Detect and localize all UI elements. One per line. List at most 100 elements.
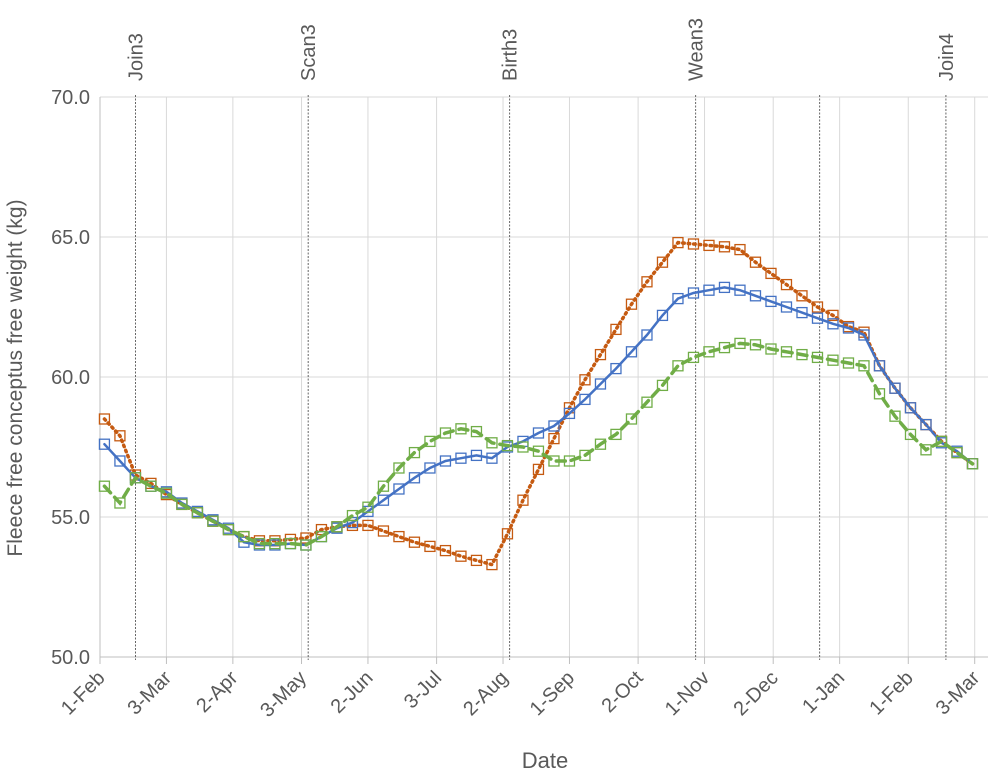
marker-box — [517, 494, 529, 506]
marker — [594, 378, 607, 390]
marker-box — [811, 351, 824, 364]
marker — [842, 322, 855, 334]
marker — [734, 284, 746, 296]
marker — [191, 507, 204, 519]
marker-box — [703, 346, 715, 358]
marker — [765, 343, 777, 355]
marker — [703, 346, 715, 358]
marker-box — [424, 435, 436, 448]
marker — [734, 243, 746, 256]
marker-box — [362, 519, 374, 532]
marker — [548, 420, 560, 432]
marker — [424, 540, 436, 553]
marker-box — [625, 413, 638, 425]
x-tick-label: 1-Feb — [57, 667, 110, 720]
marker-box — [470, 554, 483, 567]
marker — [780, 278, 793, 291]
marker-box — [439, 544, 452, 557]
marker-box — [749, 256, 762, 268]
marker-box — [951, 446, 963, 459]
marker-box — [610, 428, 622, 441]
marker — [579, 393, 591, 406]
marker-box — [827, 309, 839, 322]
marker — [858, 329, 870, 341]
marker — [920, 418, 932, 431]
marker-box — [486, 452, 498, 464]
marker — [129, 472, 142, 484]
marker-box — [408, 472, 421, 484]
marker-box — [920, 418, 932, 431]
marker — [873, 360, 886, 372]
marker-box — [734, 337, 746, 350]
marker-box — [455, 452, 467, 464]
x-axis-title: Date — [522, 748, 568, 773]
marker-box — [331, 521, 343, 533]
marker-box — [796, 290, 808, 302]
marker — [656, 379, 669, 392]
marker-box — [191, 507, 204, 519]
x-tick-label: 1-Jan — [798, 667, 849, 718]
marker — [780, 301, 793, 313]
marker — [796, 306, 808, 319]
marker-box — [408, 536, 421, 548]
event-label: Join4 — [936, 33, 958, 81]
marker — [424, 435, 436, 448]
marker — [563, 455, 576, 467]
marker-box — [734, 284, 746, 296]
marker-box — [548, 420, 560, 432]
marker — [687, 287, 700, 299]
marker-box — [656, 256, 669, 268]
marker — [749, 339, 762, 351]
marker-box — [393, 483, 405, 495]
marker — [718, 341, 731, 354]
marker-box — [904, 402, 917, 414]
marker — [393, 462, 405, 474]
marker — [238, 530, 250, 543]
marker-box — [470, 449, 483, 462]
marker-box — [765, 295, 777, 308]
marker — [672, 360, 684, 372]
marker-box — [563, 455, 576, 467]
marker-box — [346, 509, 359, 522]
marker-box — [827, 354, 839, 366]
marker — [765, 295, 777, 308]
marker — [672, 236, 684, 249]
marker-box — [625, 346, 638, 358]
x-tick-label: 3-Mar — [932, 667, 985, 720]
marker-box — [98, 438, 111, 450]
marker-box — [176, 498, 188, 511]
marker-box — [796, 306, 808, 319]
marker — [718, 241, 731, 253]
marker-box — [579, 449, 591, 462]
marker — [920, 444, 932, 456]
marker-box — [393, 530, 405, 543]
marker — [656, 256, 669, 268]
marker — [951, 446, 963, 459]
marker-box — [145, 480, 157, 492]
marker — [98, 438, 111, 450]
marker-box — [641, 329, 653, 341]
marker — [160, 487, 173, 499]
marker-box — [703, 284, 715, 296]
marker — [470, 425, 483, 438]
marker — [935, 435, 948, 448]
marker-box — [207, 515, 219, 527]
marker — [625, 346, 638, 358]
marker — [517, 494, 529, 506]
x-tick-label: 1-Feb — [865, 667, 918, 720]
marker — [470, 449, 483, 462]
y-axis-title: Fleece free conceptus free weight (kg) — [4, 199, 27, 556]
marker — [346, 509, 359, 522]
marker-box — [377, 494, 390, 506]
marker — [532, 463, 545, 476]
marker — [780, 346, 793, 358]
marker-box — [765, 343, 777, 355]
marker — [827, 354, 839, 366]
marker — [873, 388, 886, 400]
x-tick-label: 2-Aug — [459, 667, 512, 720]
marker-box — [269, 537, 281, 550]
marker — [641, 276, 653, 288]
marker — [222, 523, 235, 536]
marker-box — [300, 532, 312, 544]
